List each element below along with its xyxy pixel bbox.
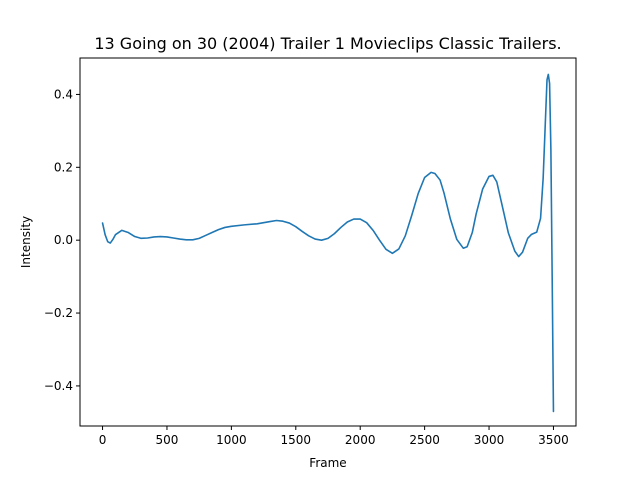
y-tick-label: −0.4: [44, 379, 73, 393]
x-axis-label: Frame: [309, 456, 346, 470]
x-tick-label: 2500: [409, 433, 440, 447]
plot-area: [101, 73, 555, 413]
y-tick-label: −0.2: [44, 306, 73, 320]
x-tick-label: 3000: [474, 433, 505, 447]
x-tick-label: 3500: [538, 433, 569, 447]
x-axis-ticks: 0 500 1000 1500 2000 2500 3000 3500: [99, 426, 569, 447]
chart-title: 13 Going on 30 (2004) Trailer 1 Moviecli…: [94, 34, 561, 53]
y-axis-ticks: −0.4 −0.2 0.0 0.2 0.4: [44, 87, 80, 393]
y-tick-label: 0.2: [54, 160, 73, 174]
x-tick-label: 0: [99, 433, 107, 447]
x-tick-label: 500: [156, 433, 179, 447]
x-tick-label: 1500: [281, 433, 312, 447]
y-tick-label: 0.0: [54, 233, 73, 247]
series-line: [101, 73, 555, 413]
y-axis-label: Intensity: [19, 216, 33, 268]
axes-frame: [79, 57, 577, 427]
y-tick-label: 0.4: [54, 87, 73, 101]
x-tick-label: 2000: [345, 433, 376, 447]
x-tick-label: 1000: [216, 433, 247, 447]
